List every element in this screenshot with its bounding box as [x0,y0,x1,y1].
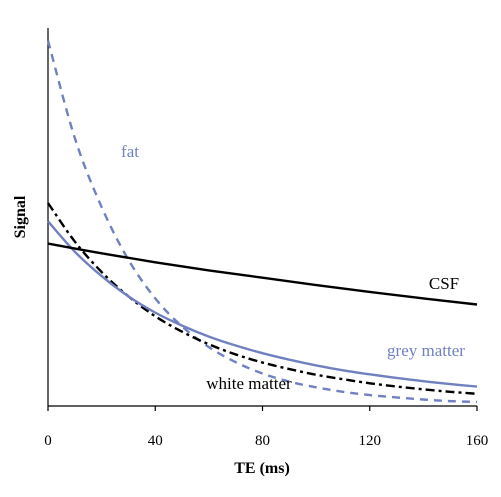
series-label-white-matter: white matter [206,374,292,393]
series-label-fat: fat [121,142,139,161]
y-axis-title: Signal [12,195,29,238]
x-tick-label: 120 [359,433,382,449]
x-tick-label: 80 [255,433,270,449]
series-labels: fat white matter grey matter CSF [121,142,465,393]
x-tick-label: 160 [466,433,489,449]
series-line-csf [47,242,478,306]
series-label-grey-matter: grey matter [387,341,465,360]
series-lines [46,40,478,404]
series-line-grey-matter [47,220,478,388]
x-tick-label: 0 [44,433,52,449]
x-tick-label: 40 [148,433,163,449]
x-axis-title: TE (ms) [234,460,290,477]
x-ticks: 0 40 80 120 160 [44,406,488,449]
series-line-fat [46,40,478,404]
series-label-csf: CSF [429,274,459,293]
